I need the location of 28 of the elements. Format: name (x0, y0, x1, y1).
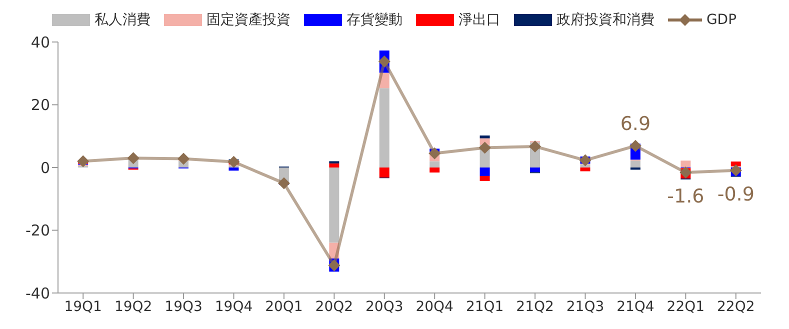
legend-label: 存貨變動 (346, 11, 402, 29)
x-tick-label: 19Q3 (164, 298, 202, 315)
y-tick-label: -20 (26, 222, 50, 240)
x-tick-label: 21Q3 (566, 298, 604, 315)
legend-label: 固定資產投資 (206, 11, 290, 29)
y-tick-label: -40 (26, 284, 50, 302)
x-tick-label: 19Q2 (114, 298, 152, 315)
x-tick-label: 22Q2 (717, 298, 755, 315)
x-tick-label: 22Q1 (666, 298, 705, 315)
data-label: 6.9 (620, 112, 651, 135)
x-tick-label: 19Q4 (214, 298, 253, 315)
x-tick-label: 20Q3 (366, 298, 404, 315)
legend-label: 私人消費 (94, 11, 150, 29)
x-tick-label: 20Q1 (265, 298, 303, 315)
y-tick-label: 20 (30, 96, 50, 114)
legend-label: 淨出口 (458, 11, 500, 29)
x-tick-label: 20Q2 (315, 298, 354, 315)
data-label: -1.6 (667, 186, 704, 208)
legend-label: GDP (706, 12, 737, 28)
y-tick-label: 0 (40, 158, 50, 177)
y-tick-label: 40 (30, 33, 50, 52)
x-tick-label: 21Q2 (516, 298, 554, 315)
x-tick-label: 21Q1 (466, 298, 504, 315)
data-label: -0.9 (717, 183, 754, 206)
legend-label: 政府投資和消費 (556, 11, 654, 29)
x-tick-label: 21Q4 (616, 298, 654, 315)
x-tick-label: 19Q1 (64, 298, 102, 315)
x-tick-label: 20Q4 (416, 298, 454, 315)
